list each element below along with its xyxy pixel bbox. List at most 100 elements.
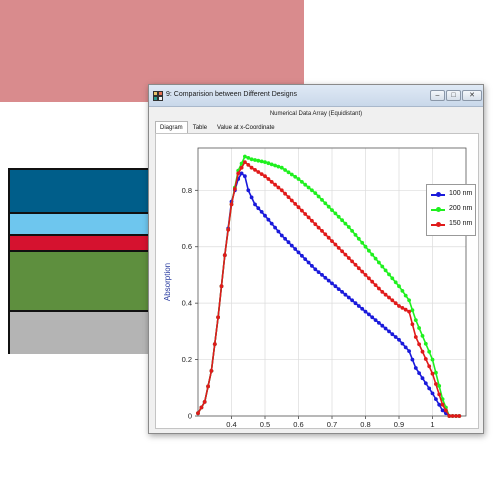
- series-point-200nm: [310, 188, 314, 193]
- series-point-150nm: [266, 177, 271, 181]
- series-point-100nm: [390, 332, 395, 337]
- series-point-200nm: [289, 172, 294, 177]
- series-point-100nm: [269, 221, 274, 226]
- series-point-200nm: [377, 260, 381, 265]
- series-point-150nm: [393, 301, 398, 306]
- maximize-button[interactable]: □: [446, 90, 461, 101]
- series-point-100nm: [293, 247, 298, 251]
- series-point-200nm: [356, 236, 361, 241]
- series-point-150nm: [410, 322, 415, 327]
- series-point-100nm: [333, 284, 338, 289]
- series-point-200nm: [403, 293, 408, 298]
- stack-band-gray: [10, 312, 150, 354]
- window-titlebar[interactable]: 9: Comparision between Different Designs…: [149, 85, 483, 107]
- y-tick-label: 0.2: [182, 355, 192, 364]
- series-point-150nm: [256, 170, 261, 174]
- series-point-100nm: [353, 301, 358, 306]
- series-point-100nm: [383, 326, 388, 331]
- series-point-150nm: [206, 384, 210, 389]
- series-point-100nm: [437, 402, 442, 407]
- series-point-150nm: [320, 229, 324, 233]
- series-point-150nm: [316, 225, 321, 230]
- series-point-100nm: [289, 243, 294, 248]
- series-point-150nm: [367, 276, 371, 281]
- y-tick-label: 0.8: [182, 186, 192, 195]
- window-subtitle: Numerical Data Array (Equidistant): [269, 111, 363, 117]
- stack-band-light-blue: [10, 214, 150, 236]
- series-point-100nm: [360, 306, 365, 311]
- series-point-200nm: [423, 341, 428, 346]
- series-point-150nm: [219, 284, 224, 289]
- series-point-150nm: [423, 357, 428, 361]
- series-point-200nm: [253, 158, 257, 162]
- series-point-100nm: [313, 267, 318, 272]
- series-point-200nm: [370, 252, 375, 257]
- tab-value-at-x[interactable]: Value at x-Coordinate: [217, 125, 275, 131]
- legend-entry-100nm: 100 nm: [431, 189, 475, 201]
- series-point-200nm: [263, 160, 267, 164]
- series-point-150nm: [413, 335, 418, 339]
- series-point-150nm: [279, 188, 284, 193]
- series-point-100nm: [440, 408, 445, 413]
- close-button[interactable]: ✕: [462, 90, 482, 101]
- legend-entry-150nm: 150 nm: [431, 219, 475, 231]
- series-point-200nm: [390, 276, 395, 281]
- series-point-150nm: [196, 411, 200, 416]
- diagram-window: 9: Comparision between Different Designs…: [148, 84, 484, 434]
- x-tick-label: 0.4: [226, 420, 236, 429]
- series-point-150nm: [434, 382, 438, 386]
- series-point-200nm: [336, 214, 341, 219]
- series-point-100nm: [279, 233, 284, 238]
- series-point-150nm: [427, 364, 432, 369]
- series-point-200nm: [256, 158, 261, 163]
- legend-marker-200nm: [436, 207, 441, 212]
- series-point-200nm: [246, 156, 251, 160]
- series-point-100nm: [266, 217, 271, 222]
- series-point-100nm: [377, 321, 381, 325]
- series-point-100nm: [316, 270, 321, 274]
- minimize-button[interactable]: –: [430, 90, 445, 101]
- y-tick-label: 0.4: [182, 299, 192, 308]
- series-point-100nm: [367, 312, 371, 317]
- series-point-100nm: [263, 213, 267, 218]
- window-title: 9: Comparision between Different Designs: [166, 91, 297, 98]
- series-point-150nm: [286, 195, 291, 199]
- series-point-200nm: [397, 284, 401, 289]
- series-point-200nm: [387, 272, 391, 277]
- tab-table[interactable]: Table: [192, 125, 208, 131]
- layer-stack: [8, 168, 150, 354]
- series-point-200nm: [340, 218, 344, 223]
- series-point-200nm: [316, 194, 321, 199]
- tab-diagram[interactable]: Diagram: [155, 121, 188, 134]
- series-point-200nm: [417, 326, 421, 330]
- series-point-100nm: [256, 206, 261, 211]
- chart-area[interactable]: 0.40.50.60.70.80.9100.20.40.60.8Waveleng…: [155, 133, 479, 429]
- series-point-100nm: [407, 349, 411, 353]
- series-point-150nm: [300, 208, 304, 213]
- legend-marker-150nm: [436, 222, 441, 227]
- app-icon: [153, 91, 163, 101]
- series-point-100nm: [300, 253, 304, 258]
- series-point-100nm: [397, 337, 401, 342]
- series-point-200nm: [323, 201, 328, 206]
- series-point-150nm: [373, 283, 378, 287]
- series-point-150nm: [400, 306, 405, 310]
- series-point-200nm: [320, 198, 324, 202]
- series-point-100nm: [283, 236, 287, 241]
- series-point-150nm: [269, 180, 274, 184]
- absorption-chart[interactable]: 0.40.50.60.70.80.9100.20.40.60.8Waveleng…: [156, 134, 480, 430]
- series-point-200nm: [266, 161, 271, 166]
- plot-frame: [197, 147, 467, 417]
- series-point-150nm: [340, 249, 344, 254]
- series-point-150nm: [407, 309, 411, 314]
- series-point-150nm: [289, 198, 294, 203]
- series-point-100nm: [276, 229, 281, 234]
- series-point-200nm: [286, 170, 291, 175]
- series-point-200nm: [434, 370, 438, 375]
- series-point-150nm: [209, 369, 214, 373]
- series-point-200nm: [427, 349, 432, 354]
- series-point-150nm: [360, 269, 365, 274]
- series-point-100nm: [380, 323, 385, 328]
- series-point-150nm: [380, 290, 385, 294]
- series-point-100nm: [246, 188, 251, 193]
